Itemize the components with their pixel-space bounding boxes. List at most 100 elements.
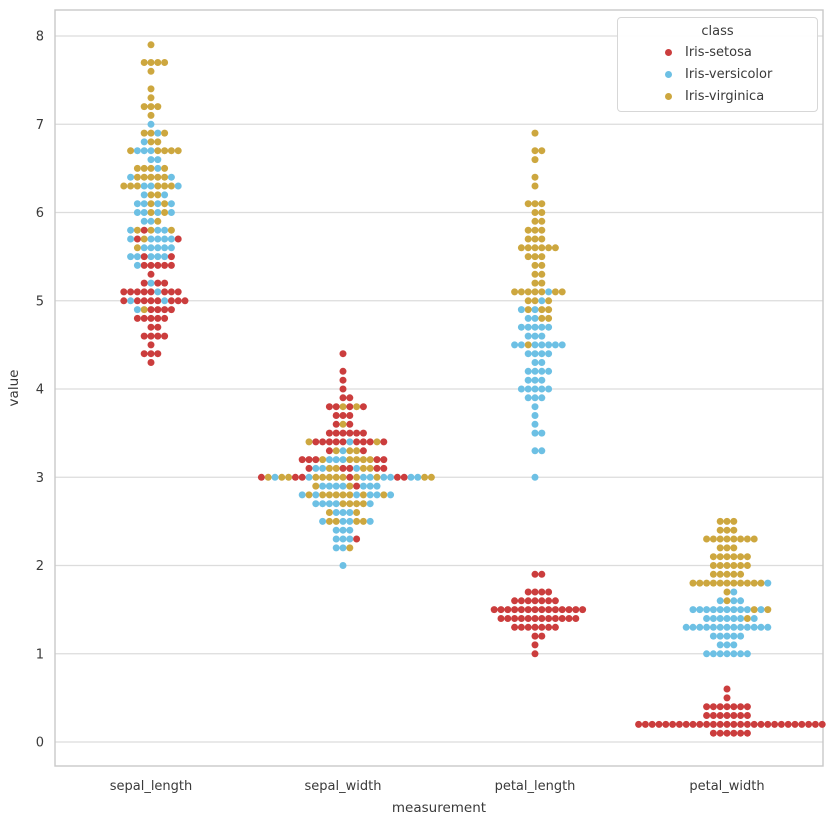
swarm-point-sepal_length-7.7 — [147, 59, 155, 66]
swarm-point-sepal_length-6.3 — [133, 182, 141, 190]
swarm-point-petal_width-1.4 — [723, 615, 731, 622]
swarm-point-sepal_width-3.4 — [373, 438, 381, 446]
swarm-point-sepal_length-6.5 — [147, 164, 155, 172]
swarm-point-petal_width-0.1 — [743, 729, 751, 737]
swarm-point-petal_width-1.4 — [743, 615, 751, 622]
swarm-point-sepal_length-6.7 — [140, 147, 148, 155]
swarm-point-petal_length-3.9 — [538, 394, 546, 402]
swarm-point-petal_width-2.0 — [737, 562, 745, 569]
swarm-point-sepal_length-6.3 — [167, 182, 175, 190]
swarm-point-sepal_length-6.4 — [147, 173, 155, 181]
swarm-point-petal_length-5.7 — [538, 235, 546, 243]
swarm-point-petal_length-4.1 — [524, 376, 532, 384]
swarm-point-sepal_length-5.6 — [133, 244, 141, 252]
swarm-point-petal_length-6.4 — [531, 173, 539, 181]
swarm-point-sepal_width-3.2 — [380, 456, 388, 464]
swarm-point-petal_width-1.8 — [764, 579, 772, 587]
swarm-point-sepal_width-3.3 — [359, 447, 367, 455]
swarm-point-petal_length-1.6 — [517, 597, 525, 605]
swarm-point-sepal_width-2.6 — [339, 509, 347, 516]
legend-marker-setosa-icon — [665, 48, 672, 56]
swarm-point-sepal_width-3.1 — [359, 464, 367, 472]
swarm-point-petal_length-4.6 — [524, 332, 532, 340]
swarm-point-sepal_width-3.7 — [346, 412, 354, 419]
swarm-point-sepal_length-5.0 — [154, 297, 162, 305]
swarm-point-petal_width-1.9 — [730, 570, 738, 578]
swarm-point-petal_width-0.2 — [648, 720, 656, 728]
swarm-point-sepal_length-5.1 — [161, 288, 169, 296]
swarm-point-sepal_length-5.0 — [120, 297, 128, 305]
swarm-point-petal_length-3.8 — [531, 403, 539, 411]
swarm-point-sepal_width-3.0 — [400, 473, 408, 481]
swarm-point-sepal_width-2.5 — [339, 517, 347, 525]
swarm-point-sepal_width-2.8 — [353, 491, 361, 499]
swarm-point-petal_width-1.6 — [730, 597, 738, 605]
swarm-point-sepal_width-3.3 — [353, 447, 361, 455]
y-tick-label-6: 6 — [36, 206, 44, 221]
swarm-point-sepal_width-3.2 — [312, 456, 320, 464]
swarm-point-petal_width-1.3 — [750, 623, 758, 631]
swarm-point-sepal_width-3.0 — [427, 473, 435, 481]
swarm-point-petal_width-1.3 — [764, 623, 772, 631]
swarm-point-petal_length-4.4 — [531, 350, 539, 358]
swarm-point-sepal_length-5.1 — [140, 288, 148, 296]
swarm-point-sepal_length-7.2 — [140, 103, 148, 111]
swarm-point-sepal_width-2.9 — [346, 482, 354, 490]
swarm-point-petal_width-2.5 — [730, 517, 738, 525]
swarm-point-petal_width-0.2 — [791, 720, 799, 728]
swarm-point-sepal_width-3.2 — [339, 456, 347, 464]
swarm-point-sepal_width-3.1 — [325, 464, 333, 472]
swarm-point-petal_width-0.3 — [709, 712, 717, 719]
swarm-point-sepal_width-3.2 — [305, 456, 313, 464]
swarm-point-petal_length-1.9 — [531, 570, 539, 578]
swarm-point-sepal_width-3.6 — [332, 420, 340, 428]
swarm-point-petal_length-3.7 — [531, 412, 539, 419]
swarm-point-sepal_length-5.1 — [120, 288, 128, 296]
swarm-point-petal_width-1.8 — [709, 579, 717, 587]
swarm-point-sepal_width-3.7 — [339, 412, 347, 419]
swarm-point-petal_length-6.1 — [524, 200, 532, 208]
swarm-point-sepal_length-6.0 — [161, 209, 169, 216]
swarm-point-sepal_width-3.4 — [319, 438, 327, 446]
swarm-point-petal_length-5.8 — [538, 226, 546, 234]
swarm-point-petal_width-0.4 — [730, 703, 738, 711]
swarm-point-sepal_length-6.9 — [154, 129, 162, 137]
swarm-point-sepal_width-3.9 — [339, 394, 347, 402]
swarm-point-petal_width-1.3 — [703, 623, 711, 631]
swarm-point-sepal_width-2.5 — [353, 517, 361, 525]
swarm-point-petal_length-1.5 — [558, 606, 566, 614]
swarm-point-petal_length-3.6 — [531, 420, 539, 428]
swarm-point-sepal_width-2.4 — [339, 526, 347, 534]
swarm-point-petal_length-5.6 — [545, 244, 553, 252]
swarm-point-petal_length-5.4 — [531, 261, 539, 269]
swarm-point-sepal_length-4.8 — [147, 314, 155, 322]
swarm-point-sepal_length-5.8 — [133, 226, 141, 234]
swarm-point-sepal_width-2.6 — [346, 509, 354, 516]
swarm-point-petal_width-1.5 — [696, 606, 704, 614]
swarm-point-sepal_width-3.5 — [339, 429, 347, 437]
swarm-point-sepal_length-4.9 — [167, 306, 175, 314]
swarm-point-sepal_width-3.2 — [366, 456, 374, 464]
swarm-point-petal_width-0.2 — [641, 720, 649, 728]
swarm-point-petal_width-1.5 — [764, 606, 772, 614]
swarm-point-sepal_length-6.1 — [133, 200, 141, 208]
swarm-point-petal_width-1.8 — [743, 579, 751, 587]
swarm-point-sepal_length-6.7 — [154, 147, 162, 155]
legend-marker-versicolor-icon — [665, 70, 672, 78]
swarm-point-petal_length-4.2 — [531, 367, 539, 375]
swarm-point-sepal_length-5.4 — [140, 261, 148, 269]
swarm-point-petal_width-1.3 — [696, 623, 704, 631]
swarm-point-petal_length-4.7 — [524, 323, 532, 331]
swarm-point-sepal_width-3.1 — [332, 464, 340, 472]
swarm-point-sepal_width-3.4 — [339, 438, 347, 446]
swarm-point-petal_width-1.4 — [703, 615, 711, 622]
swarm-point-sepal_width-3.0 — [366, 473, 374, 481]
swarm-point-petal_length-1.6 — [545, 597, 553, 605]
swarm-point-petal_width-1.1 — [730, 641, 738, 649]
swarm-point-sepal_length-6.4 — [127, 173, 135, 181]
swarm-point-petal_width-1.8 — [730, 579, 738, 587]
swarm-point-sepal_width-2.3 — [332, 535, 340, 543]
swarm-point-petal_length-1.4 — [545, 615, 553, 622]
swarm-point-petal_length-5.5 — [531, 253, 539, 261]
